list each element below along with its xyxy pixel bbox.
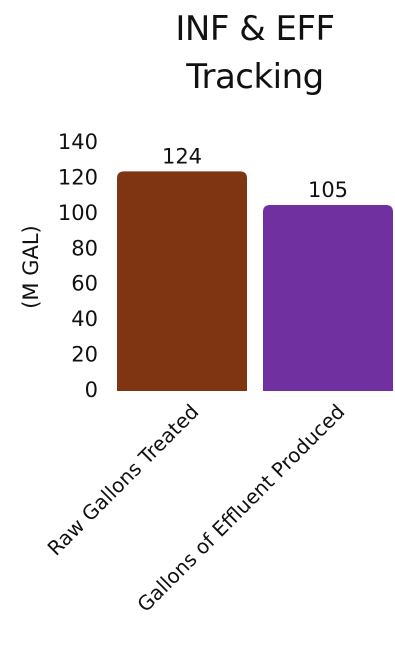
bar-1 xyxy=(117,171,247,391)
y-tick-label: 20 xyxy=(71,343,98,367)
y-axis-title: (M GAL) xyxy=(19,225,43,309)
data-label-2: 105 xyxy=(308,178,348,202)
chart-title-line-1: INF & EFF xyxy=(175,9,335,49)
y-tick-label: 80 xyxy=(71,236,98,260)
y-tick-label: 0 xyxy=(85,378,98,402)
y-tick-label: 100 xyxy=(58,201,98,225)
y-tick-label: 60 xyxy=(71,272,98,296)
x-tick-label-1: Raw Gallons Treated xyxy=(43,399,204,560)
chart-title-line-2: Tracking xyxy=(186,57,324,97)
data-labels: 124 105 xyxy=(162,144,348,202)
y-tick-label: 40 xyxy=(71,307,98,331)
y-axis-title-group: (M GAL) xyxy=(19,225,43,309)
y-tick-label: 140 xyxy=(58,130,98,154)
y-axis-ticks: 0 20 40 60 80 100 120 140 xyxy=(58,130,98,402)
y-tick-label: 120 xyxy=(58,165,98,189)
data-label-1: 124 xyxy=(162,144,202,168)
bar-2 xyxy=(263,205,393,391)
bars xyxy=(117,171,393,391)
